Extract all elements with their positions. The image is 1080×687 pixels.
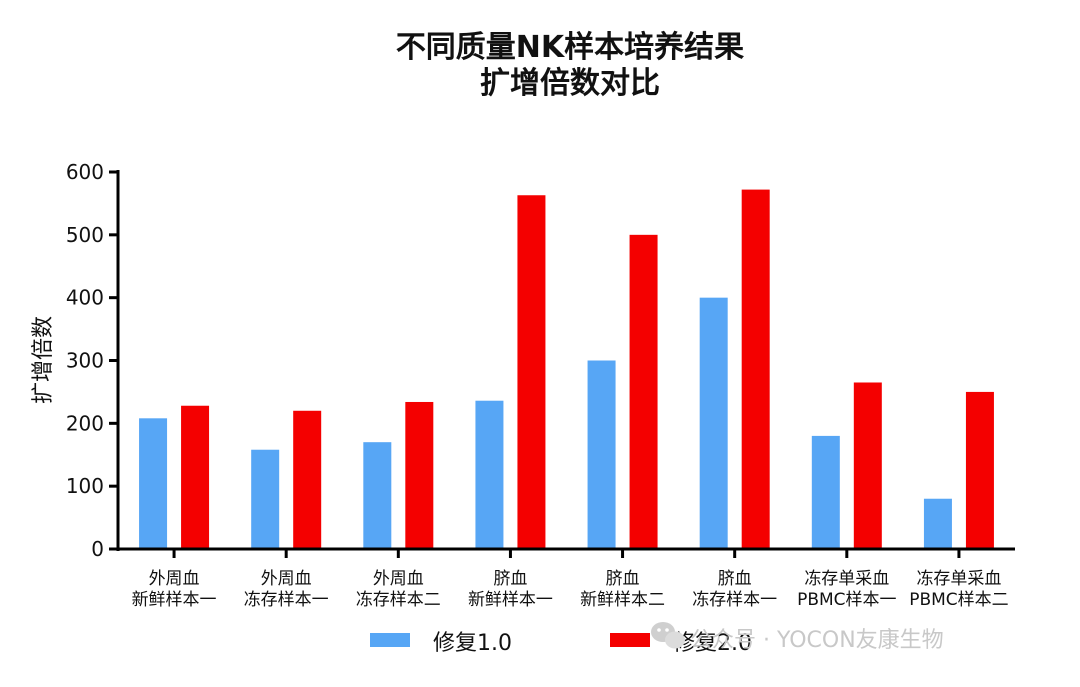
y-tick-label-100: 100 <box>66 474 104 498</box>
x-tick-label-5-2: 新鲜样本二 <box>580 590 665 610</box>
plot-area: 0100200300400500600外周血新鲜样本一外周血冻存样本一外周血冻存… <box>66 160 1015 610</box>
bar-series2-1 <box>181 405 210 549</box>
bar-series2-3 <box>405 401 434 549</box>
bar-series1-5 <box>587 360 616 549</box>
legend-label-2: 修复2.0 <box>673 631 752 656</box>
bar-series2-5 <box>629 234 658 550</box>
watermark-text: 公众号 · YOCON友康生物 <box>690 628 944 653</box>
chart-title-line-1: 不同质量NK样本培养结果 <box>396 30 744 65</box>
y-tick-label-600: 600 <box>66 160 104 184</box>
x-tick-label-3-2: 冻存样本二 <box>356 590 441 610</box>
bar-series2-6 <box>741 189 770 550</box>
y-tick-label-200: 200 <box>66 411 104 435</box>
wechat-icon <box>651 622 685 649</box>
bar-series1-7 <box>811 435 840 549</box>
x-tick-label-7-2: PBMC样本一 <box>797 590 896 610</box>
y-tick-label-0: 0 <box>91 537 104 561</box>
x-tick-label-4-2: 新鲜样本一 <box>468 590 553 610</box>
x-tick-label-6-2: 冻存样本一 <box>692 590 777 610</box>
bar-series2-8 <box>965 391 994 549</box>
x-tick-label-2-1: 外周血 <box>261 569 312 589</box>
x-tick-label-1-1: 外周血 <box>149 569 200 589</box>
x-tick-label-7-1: 冻存单采血 <box>804 569 889 589</box>
y-tick-label-300: 300 <box>66 349 104 373</box>
bar-series2-7 <box>853 382 882 549</box>
legend-swatch-1 <box>370 633 410 647</box>
bar-series1-6 <box>699 297 728 549</box>
x-tick-label-4-1: 脐血 <box>493 569 527 589</box>
x-tick-label-8-2: PBMC样本二 <box>909 590 1008 610</box>
x-tick-label-1-2: 新鲜样本一 <box>132 590 217 610</box>
bar-series1-3 <box>363 442 392 549</box>
x-tick-label-5-1: 脐血 <box>606 569 640 589</box>
x-tick-label-8-1: 冻存单采血 <box>916 569 1001 589</box>
bar-series1-2 <box>251 449 280 549</box>
legend: 修复1.0 修复2.0 <box>370 631 752 656</box>
y-axis-label: 扩增倍数 <box>31 316 56 404</box>
y-tick-label-500: 500 <box>66 223 104 247</box>
y-tick-label-400: 400 <box>66 286 104 310</box>
x-tick-label-2-2: 冻存样本一 <box>244 590 329 610</box>
bar-series2-4 <box>517 195 546 549</box>
bar-series1-1 <box>139 418 168 549</box>
bar-series1-4 <box>475 400 504 549</box>
x-tick-label-6-1: 脐血 <box>718 569 752 589</box>
legend-swatch-2 <box>610 633 650 647</box>
x-tick-label-3-1: 外周血 <box>373 569 424 589</box>
watermark: 公众号 · YOCON友康生物 <box>651 622 944 653</box>
bar-series2-2 <box>293 410 322 549</box>
chart-title-line-2: 扩增倍数对比 <box>480 66 660 101</box>
bar-series1-8 <box>923 498 952 549</box>
chart-title: 不同质量NK样本培养结果 扩增倍数对比 <box>396 30 744 101</box>
legend-label-1: 修复1.0 <box>433 631 512 656</box>
